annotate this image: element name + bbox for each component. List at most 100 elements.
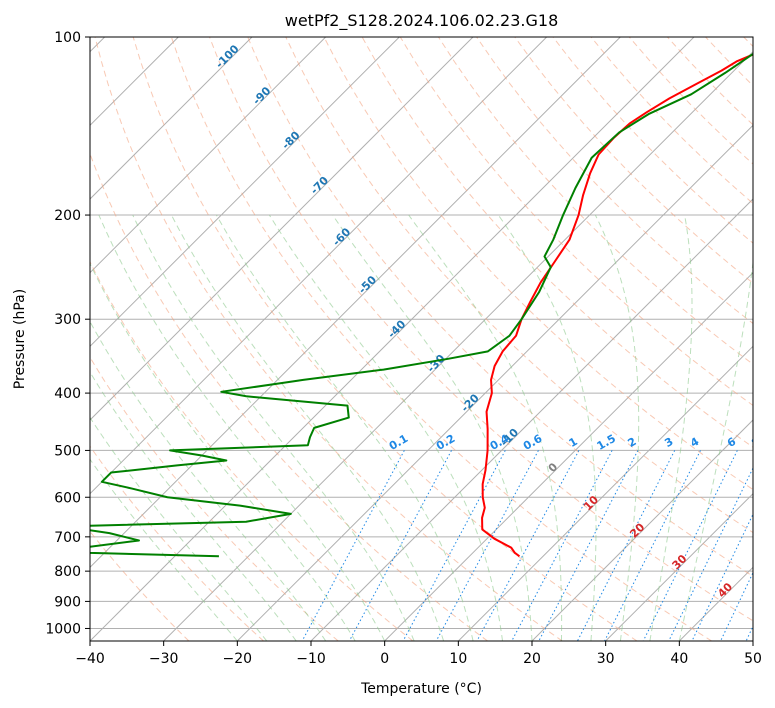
moist-adiabat: [90, 416, 268, 641]
y-axis-label: Pressure (hPa): [12, 289, 28, 389]
mixing-ratio-line: [577, 450, 676, 641]
isotherm-line: [310, 198, 753, 641]
y-tick-label: 100: [54, 30, 81, 46]
mixing-ratio-line: [745, 625, 753, 641]
plot-frame: [89, 36, 754, 642]
isotherm-line: [90, 37, 621, 569]
dry-adiabat: [323, 37, 753, 491]
isotherm-line: [90, 37, 253, 200]
isotherm-line: [678, 566, 753, 641]
dry-adiabat: [132, 37, 638, 641]
isotherm-line: [90, 37, 474, 421]
dry-adiabat: [438, 37, 753, 365]
dry-adiabat: [90, 260, 414, 641]
mixing-ratio-line: [402, 450, 506, 641]
moist-adiabat: [594, 214, 640, 641]
dry-adiabat: [170, 37, 712, 641]
mixing-ratio-label: 10: [768, 433, 775, 452]
x-axis-label: Temperature (°C): [360, 681, 482, 697]
mixing-ratio-label: 3: [662, 435, 675, 450]
moist-adiabat: [497, 214, 597, 641]
y-tick-label: 800: [54, 564, 81, 580]
moist-adiabat: [678, 258, 753, 641]
mixing-ratio-label: 2: [626, 435, 639, 450]
isotherm-line: [384, 271, 753, 641]
mixing-ratio-line: [301, 450, 405, 641]
isotherm-line: [163, 50, 753, 641]
isotherm-line: [752, 640, 753, 641]
dry-adiabat: [209, 37, 753, 622]
moist-adiabat: [98, 214, 386, 641]
isotherm-label: 20: [627, 520, 647, 540]
isotherm-label: -60: [330, 225, 353, 248]
y-tick-label: 1000: [45, 621, 81, 637]
moist-adiabat: [90, 371, 297, 641]
x-axis: −40 −30 −20 −10 0 10 20 30 40 50: [75, 641, 762, 667]
x-tick-label: 20: [523, 651, 541, 667]
isotherm-line: [90, 37, 695, 641]
mixing-ratio-line: [476, 450, 580, 641]
moist-adiabat: [268, 214, 504, 641]
y-tick-label: 400: [54, 386, 81, 402]
moist-adiabat: [649, 214, 693, 641]
dry-adiabat: [90, 356, 339, 641]
isotherm-line: [457, 345, 753, 641]
isotherm-line: [236, 124, 753, 641]
dry-adiabat: [90, 152, 488, 641]
isotherm-line: [90, 37, 327, 274]
moist-adiabat: [90, 458, 238, 641]
dry-adiabat: [705, 37, 753, 87]
mixing-ratio-line: [511, 450, 613, 641]
dry-adiabat: [94, 37, 563, 641]
isotherm-label: -30: [425, 352, 448, 375]
mixing-ratio-line: [348, 450, 452, 641]
x-tick-label: −30: [149, 651, 179, 667]
mixing-ratio-label: 4: [688, 435, 701, 450]
isotherm-label: -70: [308, 174, 331, 197]
x-tick-label: 10: [449, 651, 467, 667]
moist-adiabat: [171, 214, 445, 641]
mixing-ratio-label: 8: [749, 435, 762, 450]
moist-adiabat: [408, 214, 563, 641]
moist-adiabat: [90, 320, 327, 641]
plot-area: 0.10.20.40.611.52346810131620253036-100-…: [90, 37, 775, 641]
temperature-profile: [481, 53, 753, 558]
isotherm-label: 40: [715, 580, 735, 600]
mixing-ratio-line: [604, 450, 701, 641]
dry-adiabat: [590, 37, 753, 205]
isotherm-label: 10: [581, 493, 601, 513]
isotherm-line: [90, 37, 548, 495]
x-tick-label: −20: [223, 651, 253, 667]
mixing-ratio-line: [691, 513, 753, 641]
mixing-ratio-line: [720, 571, 753, 641]
x-tick-label: −10: [296, 651, 326, 667]
x-tick-label: −40: [75, 651, 105, 667]
mixing-ratio-label: 0.6: [521, 432, 545, 453]
moist-adiabat: [215, 214, 474, 641]
dry-adiabat: [285, 37, 753, 534]
y-axis: 100 200 300 400 500 600 700 800 900 1000: [45, 30, 90, 637]
y-tick-label: 200: [54, 208, 81, 224]
dewpoint-profile: [90, 52, 753, 558]
moist-adiabat: [90, 262, 356, 641]
dry-adiabat: [743, 37, 753, 48]
x-tick-label: 50: [744, 651, 762, 667]
isotherm-label: -40: [385, 317, 408, 340]
isotherm-label: -80: [279, 129, 302, 152]
y-tick-label: 700: [54, 530, 81, 546]
isotherm-line: [90, 37, 400, 348]
y-tick-label: 300: [54, 312, 81, 328]
moist-adiabat: [132, 214, 415, 641]
dry-adiabat: [90, 445, 264, 641]
moist-adiabat: [332, 214, 533, 641]
mixing-ratio-label: 1.5: [595, 432, 618, 453]
dry-adiabat: [476, 37, 753, 325]
mixing-ratio-line: [642, 450, 738, 641]
dry-adiabat: [247, 37, 753, 577]
dry-adiabat: [667, 37, 753, 126]
y-tick-label: 600: [54, 490, 81, 506]
chart-title: wetPf2_S128.2024.106.02.23.G18: [285, 11, 559, 31]
isotherm-line: [605, 492, 753, 641]
y-tick-label: 500: [54, 443, 81, 459]
